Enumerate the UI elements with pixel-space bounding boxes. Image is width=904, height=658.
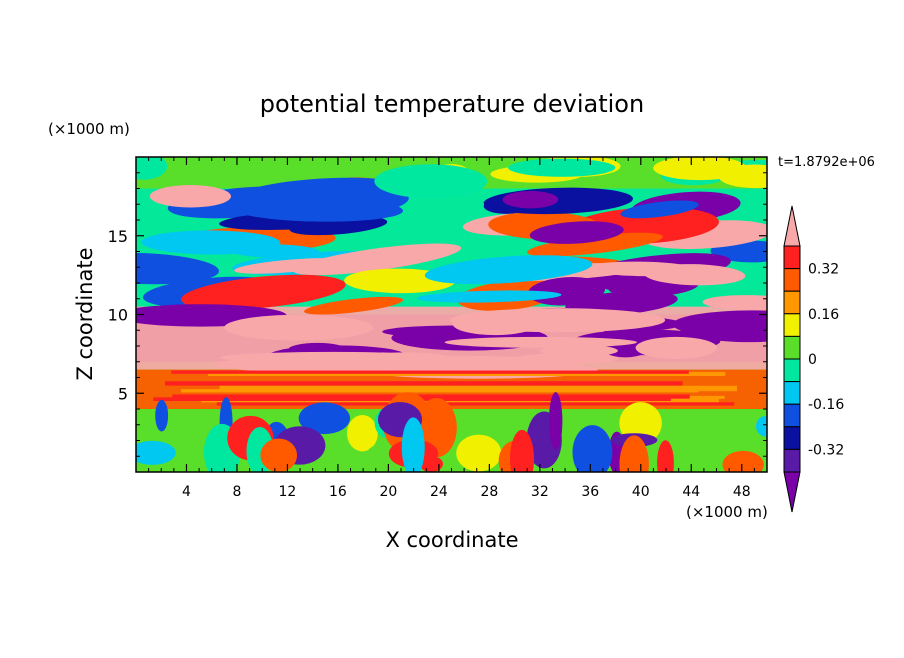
x-tick-label: 36 <box>581 484 599 500</box>
colorbar-box <box>783 313 801 337</box>
field-blob <box>207 371 726 376</box>
colorbar-label: 0.16 <box>808 307 839 323</box>
field-blob <box>508 158 616 177</box>
colorbar-under-triangle <box>783 471 801 513</box>
field-blob <box>293 243 462 276</box>
x-unit-label: (×1000 m) <box>686 503 768 521</box>
field-blob <box>456 434 502 472</box>
field-blob <box>548 392 563 450</box>
colorbar-box <box>783 403 801 428</box>
field-blob <box>529 221 624 244</box>
heatmap-field <box>136 157 767 472</box>
colorbar-box <box>783 426 801 450</box>
field-blob <box>181 274 346 310</box>
x-tick-label: 12 <box>279 484 297 500</box>
field-blob <box>224 314 373 341</box>
field-blob <box>374 164 488 199</box>
field-blob <box>172 394 690 399</box>
field-blob <box>136 157 168 180</box>
colorbar-label: -0.16 <box>808 397 844 413</box>
field-blob <box>657 440 674 472</box>
colorbar-box <box>783 381 801 405</box>
field-blob <box>260 438 298 472</box>
x-axis-title: X coordinate <box>385 528 518 552</box>
x-tick-label: 32 <box>531 484 549 500</box>
field-blob <box>220 351 446 364</box>
field-blob <box>643 264 746 286</box>
field-blob <box>572 425 613 472</box>
field-blob <box>635 336 718 359</box>
y-tick-label: 10 <box>108 306 128 325</box>
field-blob <box>509 429 535 472</box>
field-blob <box>171 370 689 374</box>
field-blob <box>298 402 351 435</box>
colorbar-label: -0.32 <box>808 442 844 458</box>
field-blob <box>219 385 737 392</box>
x-tick-label: 28 <box>480 484 498 500</box>
y-tick-label: 15 <box>108 227 128 246</box>
field-blob <box>165 381 683 386</box>
field-blob <box>502 190 559 209</box>
field-blob <box>527 232 663 257</box>
field-blob <box>362 444 395 472</box>
colorbar-over-triangle <box>783 205 801 247</box>
field-blob <box>216 402 735 406</box>
x-tick-label: 40 <box>632 484 650 500</box>
field-blob <box>304 296 404 315</box>
field-blob <box>136 440 176 465</box>
colorbar-box <box>783 245 801 270</box>
field-blob <box>718 164 767 189</box>
field-blob <box>155 399 169 432</box>
x-tick-label: 44 <box>682 484 700 500</box>
y-axis-title: Z coordinate <box>73 247 97 380</box>
colorbar-label: 0 <box>808 352 817 368</box>
field-blob <box>619 435 649 472</box>
field-blob <box>136 252 219 285</box>
colorbar-box <box>783 290 801 315</box>
x-tick-label: 16 <box>329 484 347 500</box>
field-blob <box>680 324 767 338</box>
colorbar: 0.32 0.16 0 -0.16 -0.32 <box>783 205 844 513</box>
field-blob <box>722 450 764 472</box>
colorbar-box <box>783 448 801 473</box>
field-blob <box>149 185 231 208</box>
y-unit-label: (×1000 m) <box>48 120 130 138</box>
field-blob <box>539 344 618 357</box>
field-blob <box>346 414 378 452</box>
x-tick-label: 24 <box>430 484 448 500</box>
field-blob <box>702 295 767 311</box>
field-blob <box>401 417 425 472</box>
field-blob <box>234 258 347 274</box>
x-tick-label: 20 <box>379 484 397 500</box>
x-tick-label: 48 <box>733 484 751 500</box>
field-blob <box>416 290 562 303</box>
field-blob <box>424 255 593 285</box>
colorbar-label: 0.32 <box>808 262 839 278</box>
field-blob <box>452 312 538 336</box>
x-tick-label: 4 <box>182 484 191 500</box>
field-blob <box>756 416 767 437</box>
x-axis: 4 8 12 16 20 24 28 32 36 40 44 48 <box>148 157 755 500</box>
y-axis: 5 10 15 <box>108 172 767 457</box>
y-tick-label: 5 <box>118 384 128 403</box>
colorbar-box <box>783 268 801 292</box>
colorbar-box <box>783 335 801 360</box>
chart-title: potential temperature deviation <box>260 90 644 118</box>
x-tick-label: 8 <box>232 484 241 500</box>
time-label: t=1.8792e+06 <box>778 155 875 170</box>
field-blob <box>271 189 409 222</box>
field-blob <box>620 200 699 219</box>
field-blob <box>228 244 319 258</box>
colorbar-box <box>783 358 801 383</box>
